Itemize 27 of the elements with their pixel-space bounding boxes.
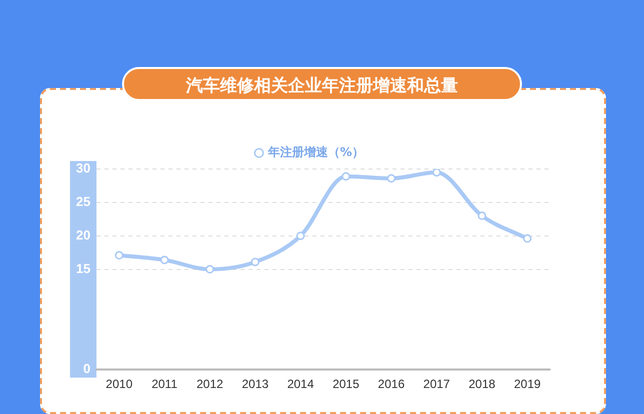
point [206, 265, 214, 274]
point [478, 212, 486, 220]
point [114, 251, 124, 260]
point [342, 172, 350, 181]
x-tick-label: 2019 [514, 377, 541, 392]
point [296, 232, 305, 240]
y-tick-label: 20 [76, 227, 90, 242]
point [523, 234, 532, 243]
x-tick-label: 2014 [287, 377, 314, 392]
point [250, 258, 260, 266]
x-tick-label: 2013 [242, 377, 269, 392]
point [160, 256, 169, 264]
x-tick-label: 2017 [423, 377, 450, 392]
x-tick-label: 2012 [196, 377, 224, 392]
x-tick-label: 2011 [152, 377, 178, 392]
y-tick-label: 0 [83, 361, 90, 376]
y-tick-label: 15 [76, 260, 90, 276]
point [387, 174, 396, 183]
legend-label: 年注册增速（%） [266, 145, 364, 160]
point [432, 169, 441, 177]
x-tick-label: 2018 [468, 377, 496, 392]
x-tick-label: 2015 [332, 377, 360, 392]
chart-title: 汽车维修相关企业年注册增速和总量 [122, 67, 522, 101]
y-tick-label: 25 [76, 194, 90, 210]
x-tick-label: 2016 [378, 377, 405, 392]
x-tick-label: 2010 [106, 377, 133, 392]
y-tick-label: 30 [76, 160, 90, 176]
